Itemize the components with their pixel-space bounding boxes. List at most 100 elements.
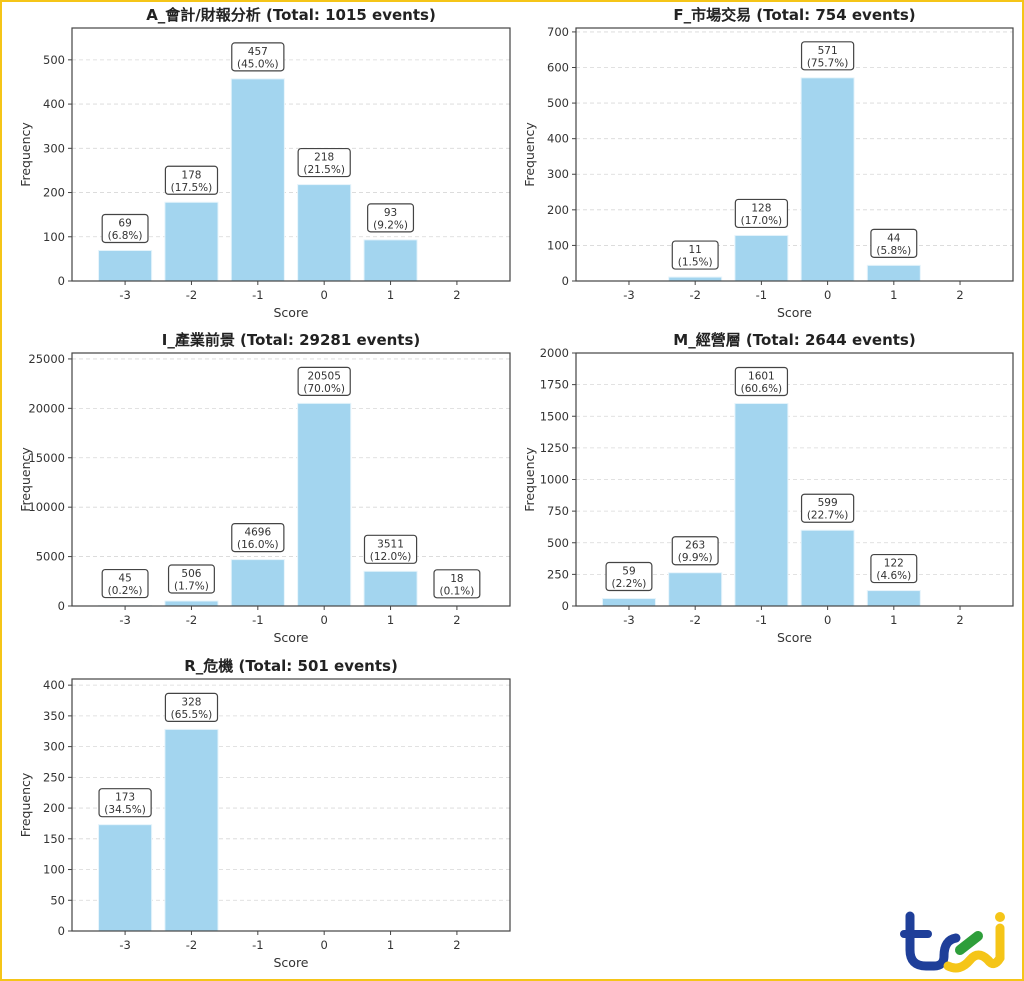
x-axis-label: Score <box>273 305 308 320</box>
y-tick-label: 1750 <box>540 378 569 392</box>
bar <box>98 249 153 282</box>
x-tick-label: 0 <box>824 613 831 627</box>
data-label: 122(4.6%) <box>870 553 918 584</box>
data-label: 44(5.8%) <box>870 228 918 258</box>
data-label-text: (6.8%) <box>108 230 143 242</box>
data-label-text: 173 <box>115 792 135 804</box>
data-label: 218(21.5%) <box>297 147 351 178</box>
x-axis-label: Score <box>273 630 308 645</box>
bar <box>363 570 418 607</box>
data-label-text: 506 <box>181 568 201 580</box>
y-tick-label: 100 <box>43 863 65 877</box>
data-label: 11(1.5%) <box>671 240 719 270</box>
bar <box>734 402 789 607</box>
chart-title: F_市場交易 (Total: 754 events) <box>673 6 915 24</box>
data-label: 93(9.2%) <box>367 203 415 233</box>
data-label-box <box>870 553 918 584</box>
y-axis-label: Frequency <box>18 772 33 837</box>
y-tick-label: 25000 <box>28 352 65 366</box>
data-label-box <box>101 568 149 599</box>
x-tick-label: 0 <box>321 288 328 302</box>
data-label-box <box>800 41 855 71</box>
data-label-text: 571 <box>818 45 838 57</box>
data-label-text: (34.5%) <box>104 804 146 816</box>
data-label-text: (17.0%) <box>741 215 783 227</box>
x-tick-label: -1 <box>252 613 263 627</box>
y-tick-label: 1000 <box>540 473 569 487</box>
bar <box>601 598 656 607</box>
plot-frame <box>575 27 1014 282</box>
y-tick-label: 5000 <box>36 550 65 564</box>
x-axis-label: Score <box>273 955 308 970</box>
data-label: 45(0.2%) <box>101 568 149 599</box>
y-tick-label: 500 <box>547 536 569 550</box>
data-label: 18(0.1%) <box>433 569 481 599</box>
x-tick-label: -3 <box>119 938 130 952</box>
y-tick-label: 400 <box>547 132 569 146</box>
data-label-text: (1.5%) <box>678 257 713 269</box>
chart-title: A_會計/財報分析 (Total: 1015 events) <box>146 6 436 24</box>
data-label: 3511(12.0%) <box>363 534 418 564</box>
data-label: 69(6.8%) <box>101 213 149 244</box>
data-label-box <box>231 42 285 72</box>
data-label: 599(22.7%) <box>800 493 855 523</box>
data-label-box <box>164 165 219 195</box>
bar <box>164 600 219 607</box>
chart-panel: 69(6.8%) 178(17.5%) 457(45.0%) 218(21.5%) 93… <box>18 6 511 320</box>
data-label: 328(65.5%) <box>164 692 219 723</box>
data-label-box <box>231 522 285 553</box>
x-tick-label: -2 <box>689 613 700 627</box>
chart-title: I_產業前景 (Total: 29281 events) <box>162 331 421 349</box>
y-tick-label: 150 <box>43 832 65 846</box>
y-tick-label: 50 <box>50 893 65 907</box>
data-label-text: (21.5%) <box>303 164 345 176</box>
y-tick-label: 200 <box>547 203 569 217</box>
data-label-text: 328 <box>181 696 201 708</box>
data-label: 263(9.9%) <box>671 536 719 566</box>
data-label: 571(75.7%) <box>800 41 855 71</box>
y-tick-label: 250 <box>43 770 65 784</box>
data-label-box <box>367 203 415 233</box>
data-label-box <box>363 534 418 564</box>
data-label-text: (12.0%) <box>370 551 412 563</box>
data-label-box <box>734 198 789 229</box>
tej-logo-icon <box>900 911 1005 973</box>
tej-logo <box>900 910 1012 974</box>
data-label-text: (17.5%) <box>171 182 213 194</box>
x-tick-label: -2 <box>186 613 197 627</box>
y-tick-label: 400 <box>43 678 65 692</box>
bar <box>866 590 921 607</box>
y-tick-label: 0 <box>58 599 65 613</box>
x-tick-label: 2 <box>453 938 460 952</box>
bar <box>668 572 723 607</box>
data-label-text: 457 <box>248 46 268 58</box>
data-label-text: 218 <box>314 152 334 164</box>
bar <box>297 402 352 607</box>
data-label-text: 263 <box>685 540 705 552</box>
y-tick-label: 200 <box>43 186 65 200</box>
y-tick-label: 300 <box>43 141 65 155</box>
y-tick-label: 700 <box>547 25 569 39</box>
plot-frame <box>71 27 511 282</box>
x-axis-label: Score <box>777 305 812 320</box>
chart-panel: 11(1.5%) 128(17.0%) 571(75.7%) 44(5.8%) 0 100… <box>522 6 1014 320</box>
x-tick-label: 0 <box>321 938 328 952</box>
x-tick-label: -2 <box>186 288 197 302</box>
data-label-text: 44 <box>887 232 901 244</box>
x-tick-label: 1 <box>890 288 897 302</box>
data-label-text: (9.2%) <box>373 219 408 231</box>
data-label-text: 18 <box>450 573 463 585</box>
data-label-text: (0.1%) <box>439 585 474 597</box>
plot-frame <box>71 352 511 607</box>
x-tick-label: -1 <box>756 613 767 627</box>
x-tick-label: 2 <box>956 288 963 302</box>
data-label-text: (65.5%) <box>171 709 213 721</box>
data-label-text: (0.2%) <box>108 585 143 597</box>
y-tick-label: 20000 <box>28 401 65 415</box>
data-label-text: (4.6%) <box>876 570 911 582</box>
data-label-text: (60.6%) <box>741 383 783 395</box>
data-label-text: 69 <box>118 217 131 229</box>
x-tick-label: 1 <box>890 613 897 627</box>
